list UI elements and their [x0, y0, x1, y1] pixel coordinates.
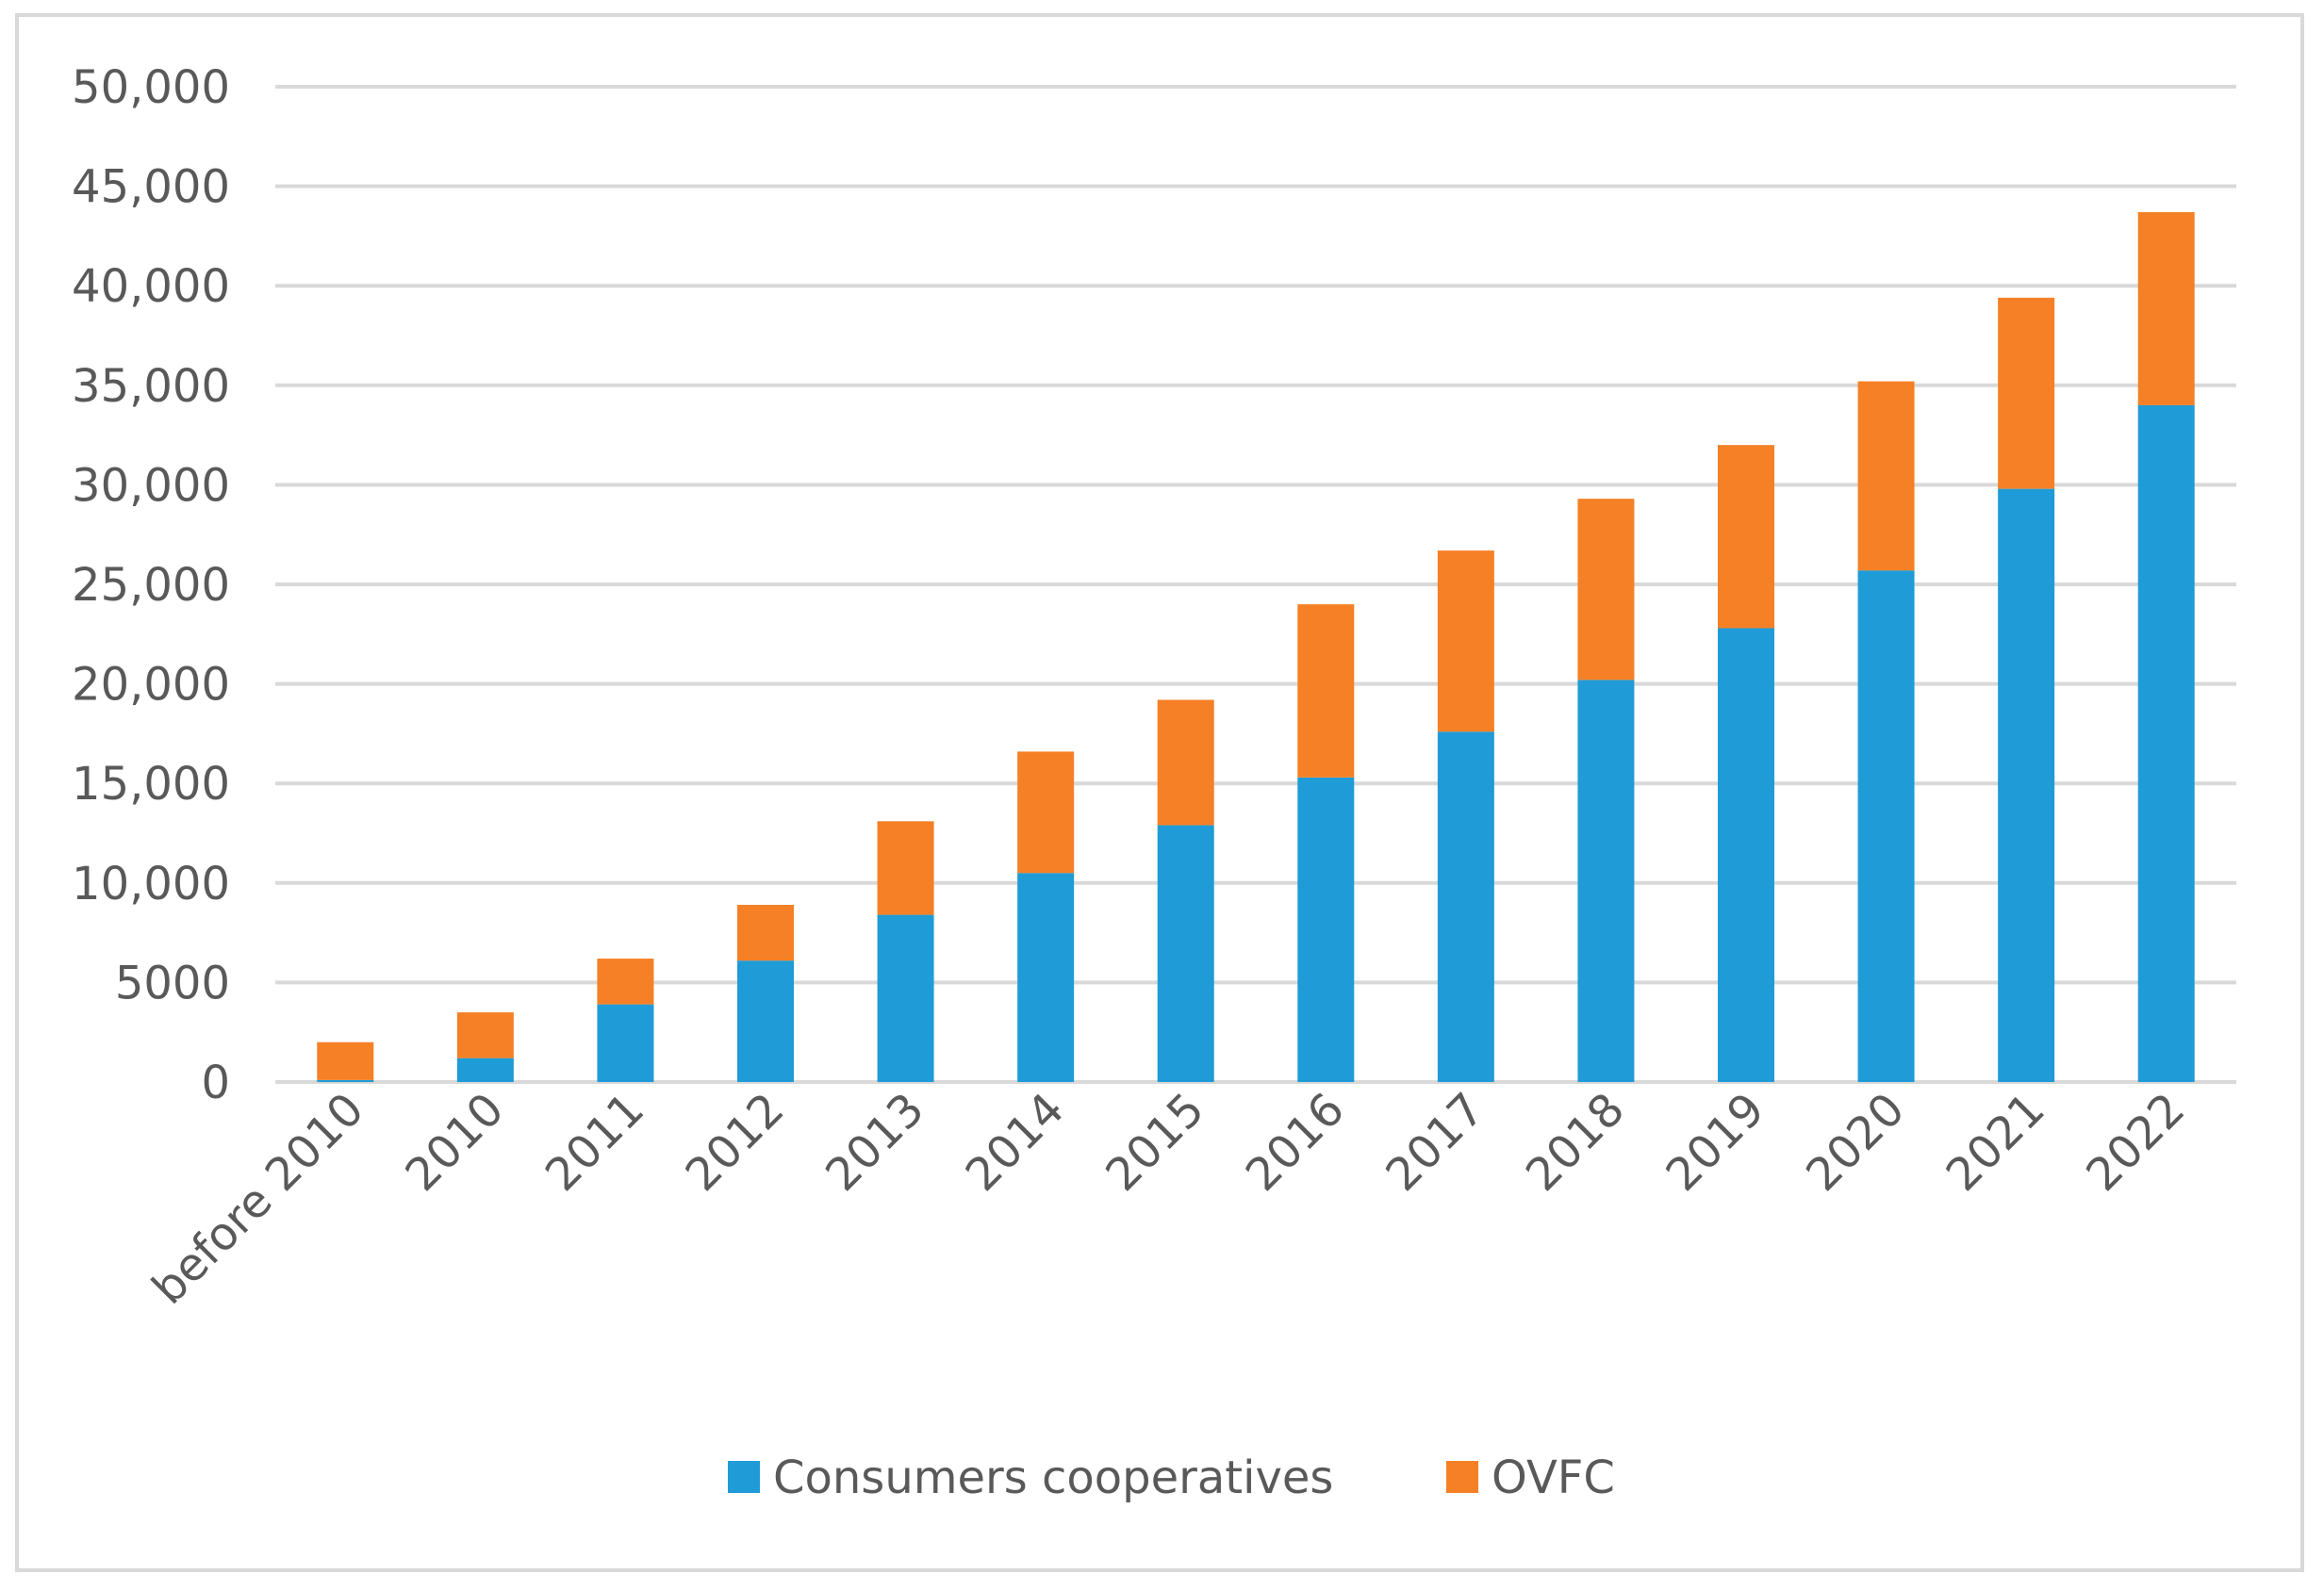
bar-ovfc-13 [2137, 212, 2195, 405]
x-tick-label: 2013 [816, 1083, 934, 1202]
legend: Consumers cooperatives OVFC [728, 1452, 1615, 1504]
x-tick-label: 2021 [1937, 1083, 2055, 1202]
y-tick-label: 50,000 [72, 61, 230, 114]
y-tick-label: 25,000 [72, 559, 230, 612]
bar-consumers-cooperatives-5 [1017, 873, 1075, 1082]
bar-ovfc-3 [737, 905, 794, 961]
bar-consumers-cooperatives-6 [1157, 825, 1214, 1082]
x-tick-label: 2015 [1096, 1083, 1214, 1202]
bar-consumers-cooperatives-9 [1577, 680, 1635, 1082]
x-tick-label: 2019 [1656, 1083, 1775, 1202]
bar-ovfc-11 [1857, 381, 1915, 571]
x-tick-label: 2010 [395, 1083, 514, 1202]
bar-ovfc-4 [877, 821, 934, 915]
bar-consumers-cooperatives-7 [1297, 777, 1355, 1082]
y-tick-label: 40,000 [72, 260, 230, 313]
x-tick-label: 2014 [956, 1083, 1075, 1202]
bar-consumers-cooperatives-2 [597, 1004, 654, 1082]
x-tick-label: 2020 [1796, 1083, 1915, 1202]
bar-ovfc-10 [1718, 445, 1774, 629]
bar-ovfc-12 [1998, 297, 2055, 489]
legend-label-consumers-cooperatives: Consumers cooperatives [773, 1452, 1333, 1504]
legend-swatch-consumers-cooperatives [728, 1461, 760, 1493]
y-tick-label: 5000 [115, 957, 230, 1009]
bar-ovfc-9 [1577, 499, 1635, 681]
x-tick-label: 2022 [2076, 1083, 2195, 1202]
x-tick-label: 2012 [676, 1083, 795, 1202]
y-tick-label: 45,000 [72, 161, 230, 214]
x-tick-label: 2011 [536, 1083, 654, 1202]
y-tick-label: 30,000 [72, 459, 230, 512]
bar-consumers-cooperatives-4 [877, 914, 934, 1082]
y-axis-tick-labels: 0 5000 10,000 15,000 20,000 25,000 30,000 35,00… [72, 61, 230, 1109]
bar-consumers-cooperatives-0 [317, 1079, 374, 1082]
bar-consumers-cooperatives-11 [1857, 570, 1915, 1082]
bar-ovfc-6 [1157, 699, 1214, 826]
bar-consumers-cooperatives-10 [1718, 628, 1774, 1082]
bar-consumers-cooperatives-3 [737, 960, 794, 1082]
gridlines [275, 85, 2236, 1084]
bars [317, 212, 2195, 1082]
bar-ovfc-1 [456, 1012, 514, 1058]
x-axis-tick-labels: before 2010 2010 2011 2012 2013 2014 2015 2016 2… [142, 1083, 2195, 1315]
y-tick-label: 10,000 [72, 858, 230, 910]
bar-ovfc-5 [1017, 751, 1075, 874]
bar-consumers-cooperatives-12 [1998, 488, 2055, 1082]
legend-swatch-ovfc [1446, 1461, 1478, 1493]
bar-ovfc-8 [1437, 550, 1494, 732]
y-tick-label: 15,000 [72, 758, 230, 811]
x-tick-label: 2016 [1236, 1083, 1355, 1202]
bar-consumers-cooperatives-8 [1437, 731, 1494, 1082]
x-tick-label: 2017 [1376, 1083, 1494, 1202]
bar-consumers-cooperatives-13 [2137, 404, 2195, 1082]
bar-ovfc-0 [317, 1042, 374, 1080]
y-tick-label: 20,000 [72, 659, 230, 712]
bar-ovfc-7 [1297, 604, 1355, 778]
legend-label-ovfc: OVFC [1492, 1452, 1615, 1504]
x-tick-label: before 2010 [142, 1083, 374, 1315]
y-tick-label: 0 [201, 1057, 230, 1109]
x-tick-label: 2018 [1516, 1083, 1635, 1202]
bar-consumers-cooperatives-1 [456, 1058, 514, 1082]
y-tick-label: 35,000 [72, 360, 230, 413]
bar-ovfc-2 [597, 959, 654, 1005]
